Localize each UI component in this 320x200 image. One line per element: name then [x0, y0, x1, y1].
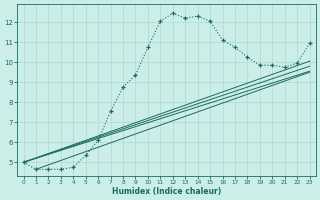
X-axis label: Humidex (Indice chaleur): Humidex (Indice chaleur)	[112, 187, 221, 196]
